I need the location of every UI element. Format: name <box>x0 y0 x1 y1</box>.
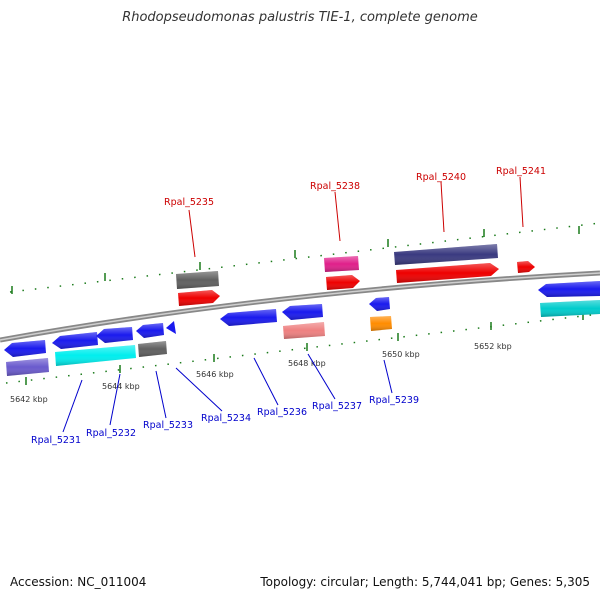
gene-feature[interactable] <box>166 321 176 334</box>
accession-text: Accession: NC_011004 <box>10 575 147 589</box>
gene-label-rpal-5239[interactable]: Rpal_5239 <box>369 395 419 406</box>
topology-text: Topology: circular; Length: 5,744,041 bp… <box>260 575 590 589</box>
kbp-label: 5652 kbp <box>474 342 512 351</box>
gene-label-rpal-5231[interactable]: Rpal_5231 <box>31 435 81 446</box>
upper-leaders <box>188 176 524 258</box>
gene-label-rpal-5241[interactable]: Rpal_5241 <box>496 166 546 177</box>
gene-label-rpal-5235[interactable]: Rpal_5235 <box>164 197 214 208</box>
kbp-label: 5642 kbp <box>10 395 48 404</box>
map-title: Rhodopseudomonas palustris TIE-1, comple… <box>122 10 478 25</box>
gene-label-rpal-5233[interactable]: Rpal_5233 <box>143 420 193 431</box>
upper-genes <box>176 244 535 306</box>
gene-label-rpal-5237[interactable]: Rpal_5237 <box>312 401 362 412</box>
gene-label-rpal-5240[interactable]: Rpal_5240 <box>416 172 466 183</box>
lower-genes <box>4 281 600 376</box>
kbp-label: 5644 kbp <box>102 382 140 391</box>
gene-label-rpal-5236[interactable]: Rpal_5236 <box>257 407 307 418</box>
upper-tick-arc <box>9 222 600 294</box>
kbp-label: 5648 kbp <box>288 359 326 368</box>
kbp-label: 5650 kbp <box>382 350 420 359</box>
gene-label-rpal-5238[interactable]: Rpal_5238 <box>310 181 360 192</box>
lower-tick-arc <box>5 312 600 385</box>
lower-leaders <box>62 353 393 433</box>
kbp-label: 5646 kbp <box>196 370 234 379</box>
gene-label-rpal-5234[interactable]: Rpal_5234 <box>201 413 251 424</box>
gene-label-rpal-5232[interactable]: Rpal_5232 <box>86 428 136 439</box>
